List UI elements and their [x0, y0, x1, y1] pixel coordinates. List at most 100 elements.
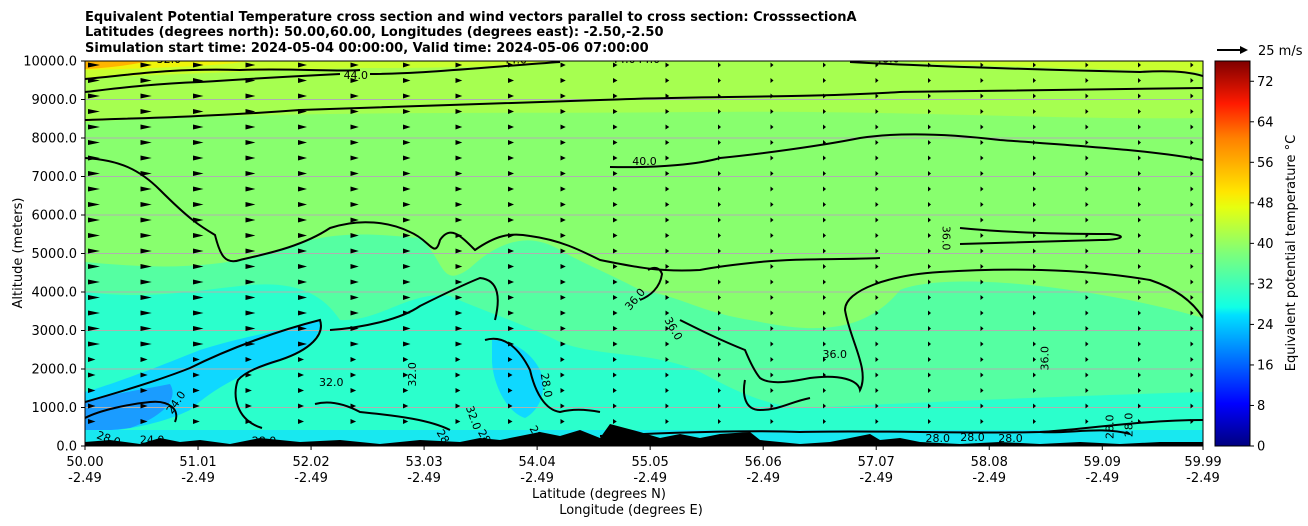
wind-arrow	[928, 171, 931, 176]
y-tick-label: 7000.0	[32, 170, 78, 185]
contour-label: 28.0	[960, 431, 985, 444]
wind-arrow	[613, 140, 618, 145]
wind-arrow	[455, 372, 461, 378]
wind-arrow	[140, 264, 152, 269]
wind-arrow	[1033, 357, 1036, 362]
wind-arrow	[455, 109, 463, 114]
wind-arrow	[1033, 326, 1036, 331]
wind-arrow	[298, 93, 307, 99]
wind-arrow	[823, 109, 826, 114]
wind-arrow	[508, 233, 514, 238]
y-tick-label: 0.0	[56, 440, 77, 455]
wind-arrow	[665, 326, 670, 331]
wind-arrow	[88, 78, 100, 83]
wind-arrow	[350, 341, 359, 347]
wind-arrow	[403, 326, 411, 331]
wind-arrow	[1138, 186, 1141, 192]
wind-arrow	[298, 310, 307, 316]
wind-arrow	[980, 140, 984, 145]
field-band-54	[85, 61, 150, 69]
wind-arrow	[1085, 140, 1089, 145]
wind-arrow	[613, 171, 618, 176]
wind-arrow	[875, 202, 879, 207]
wind-arrow	[770, 248, 774, 254]
wind-arrow	[455, 248, 463, 254]
y-tick-label: 8000.0	[32, 132, 78, 147]
wind-arrow	[193, 171, 204, 176]
x-axis: 50.00-2.4951.01-2.4952.02-2.4953.03-2.49…	[66, 446, 1222, 486]
wind-arrow	[140, 279, 152, 285]
contour-label: 44.0	[502, 53, 527, 66]
wind-arrow	[1138, 93, 1141, 99]
x-tick-label-lon: -2.49	[407, 471, 441, 486]
wind-arrow	[508, 93, 514, 99]
wind-arrow	[875, 403, 879, 409]
wind-arrow	[718, 93, 721, 99]
wind-arrow	[140, 403, 148, 409]
wind-arrow	[350, 140, 359, 145]
wind-arrow	[350, 295, 359, 300]
wind-arrow	[823, 233, 826, 238]
wind-arrow	[770, 295, 774, 300]
wind-arrow	[770, 171, 774, 176]
wind-arrow	[350, 124, 359, 130]
wind-arrow	[193, 295, 204, 300]
contour-label: 28.0	[252, 434, 277, 447]
wind-arrow	[1190, 140, 1194, 145]
x-tick-label-lon: -2.49	[1186, 471, 1220, 486]
wind-arrow	[140, 248, 152, 254]
plot-area: 32.044.044.0 44.044.0 48.040.036.036.036.0…	[85, 53, 1203, 447]
wind-arrow	[1085, 78, 1089, 83]
wind-arrow	[298, 109, 307, 114]
wind-arrow	[350, 372, 357, 378]
wind-arrow	[403, 171, 411, 176]
wind-arrow	[193, 310, 204, 316]
wind-arrow	[1138, 279, 1141, 285]
wind-arrow	[718, 341, 721, 347]
wind-arrow	[1085, 341, 1089, 347]
x-tick-label-lat: 59.99	[1184, 455, 1221, 470]
contour-36-low	[742, 379, 811, 412]
wind-arrow	[613, 295, 618, 300]
wind-arrow	[613, 248, 618, 254]
wind-arrow	[1033, 171, 1036, 176]
wind-arrow	[1138, 233, 1141, 238]
wind-arrow	[980, 326, 984, 331]
wind-arrow	[875, 357, 879, 362]
wind-arrow	[193, 124, 204, 130]
wind-arrow	[980, 202, 984, 207]
wind-arrow	[193, 372, 200, 378]
wind-arrow	[928, 93, 931, 99]
wind-arrow	[980, 403, 984, 409]
x-tick-label-lat: 57.07	[858, 455, 895, 470]
wind-arrow	[245, 186, 256, 192]
x-tick-label-lat: 52.02	[292, 455, 329, 470]
wind-arrow	[403, 62, 411, 68]
wind-arrow	[980, 419, 984, 424]
wind-arrow	[1033, 140, 1036, 145]
wind-arrow	[298, 419, 304, 424]
wind-arrow	[245, 341, 256, 347]
wind-arrow	[508, 388, 513, 393]
wind-arrow	[1138, 78, 1141, 83]
contour-label: 28.0	[1103, 415, 1116, 440]
wind-arrow	[718, 140, 721, 145]
wind-arrow	[88, 248, 100, 254]
wind-arrow	[1190, 341, 1194, 347]
wind-arrow	[350, 78, 359, 83]
wind-arrow	[823, 357, 826, 362]
wind-arrow	[245, 93, 256, 99]
wind-arrow	[560, 109, 566, 114]
wind-arrow	[88, 186, 100, 192]
wind-arrow	[770, 326, 774, 331]
wind-arrow	[245, 109, 256, 114]
wind-arrow	[928, 155, 931, 161]
wind-arrow	[928, 295, 931, 300]
colorbar-tick-label: 72	[1257, 75, 1274, 90]
wind-arrow	[770, 310, 774, 316]
x-tick-label-lon: -2.49	[633, 471, 667, 486]
wind-arrow	[1138, 217, 1141, 223]
wind-arrow	[980, 233, 984, 238]
wind-arrow	[1138, 62, 1141, 68]
